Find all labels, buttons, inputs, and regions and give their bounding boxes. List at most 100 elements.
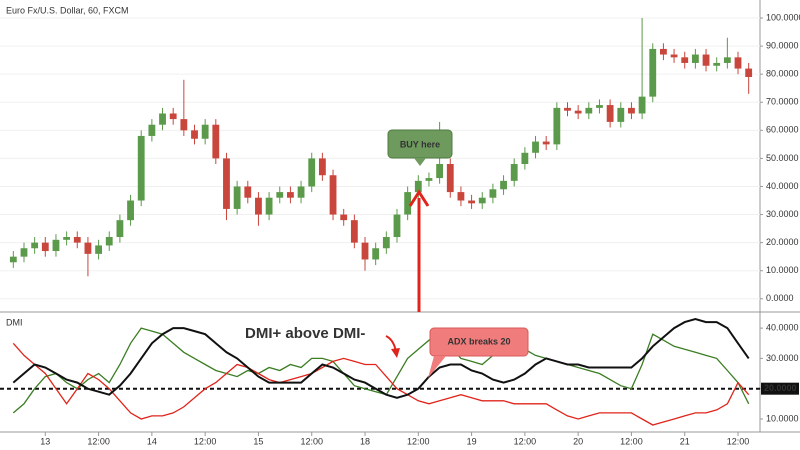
- candle-body: [596, 105, 603, 108]
- y-tick-label: 30.0000: [766, 353, 799, 363]
- candle-body: [350, 220, 358, 243]
- candle-body: [201, 124, 209, 139]
- candle-body: [63, 237, 71, 240]
- y-tick-label: 60.0000: [766, 125, 799, 135]
- y-tick-label: 10.0000: [766, 413, 799, 423]
- x-tick-label: 12:00: [727, 436, 750, 446]
- y-tick-label: 90.0000: [766, 40, 799, 50]
- candle-body: [542, 141, 550, 145]
- pane-title: DMI: [6, 317, 23, 327]
- y-tick-label: 100.0000: [766, 12, 800, 22]
- annotation: DMI+ above DMI-: [245, 325, 365, 342]
- level-label: 20.0000: [764, 383, 797, 393]
- candle-body: [340, 214, 348, 221]
- candle-body: [276, 192, 284, 198]
- candle-body: [457, 192, 465, 201]
- candle-body: [20, 248, 28, 257]
- candle-body: [393, 214, 401, 238]
- x-tick-label: 12:00: [620, 436, 643, 446]
- candle-body: [329, 175, 337, 215]
- candle-body: [41, 242, 49, 252]
- candle-body: [212, 124, 220, 159]
- candle-body: [553, 107, 561, 145]
- candle-body: [52, 239, 60, 252]
- y-tick-label: 0.0000: [766, 293, 794, 303]
- x-tick-label: 21: [680, 436, 690, 446]
- annotation-arrow-head: [391, 348, 400, 358]
- dmi-line: [12, 317, 750, 399]
- candle-body: [382, 237, 390, 249]
- candle-body: [702, 54, 710, 66]
- chart-title: Euro Fx/U.S. Dollar, 60, FXCM: [6, 5, 129, 15]
- candle-body: [244, 186, 252, 198]
- x-tick-label: 12:00: [194, 436, 217, 446]
- candle-body: [31, 242, 39, 249]
- candle-body: [468, 200, 475, 204]
- y-tick-label: 70.0000: [766, 97, 799, 107]
- candle-body: [169, 113, 177, 120]
- candle-body: [223, 158, 230, 209]
- candle-body: [73, 237, 81, 243]
- candle-body: [510, 164, 518, 181]
- candle-body: [425, 178, 433, 181]
- y-tick-label: 80.0000: [766, 69, 799, 79]
- candle-body: [564, 107, 571, 111]
- candle-body: [723, 57, 731, 63]
- x-tick-label: 14: [147, 436, 157, 446]
- annotation: BUY here: [400, 139, 440, 149]
- candle-body: [105, 237, 113, 246]
- annotation: ADX breaks 20: [447, 336, 510, 346]
- dmi-line: [12, 342, 750, 426]
- candle-body: [9, 256, 17, 263]
- y-tick-label: 50.0000: [766, 153, 799, 163]
- x-tick-label: 12:00: [87, 436, 110, 446]
- candle-body: [660, 48, 667, 55]
- candle-body: [691, 54, 699, 63]
- y-tick-label: 20.0000: [766, 237, 799, 247]
- candle-body: [489, 189, 497, 198]
- candle-body: [521, 152, 529, 165]
- x-tick-label: 13: [40, 436, 50, 446]
- candle-body: [372, 248, 380, 260]
- candle-body: [137, 135, 145, 201]
- candle-body: [127, 200, 134, 221]
- candle-body: [287, 192, 294, 198]
- candle-body: [681, 57, 689, 63]
- candle-body: [95, 245, 102, 254]
- candle-body: [532, 141, 539, 153]
- callout-pointer: [428, 356, 446, 378]
- level-tag: [761, 382, 799, 395]
- candle-body: [148, 124, 156, 136]
- candle-body: [574, 110, 582, 114]
- x-tick-label: 15: [253, 436, 263, 446]
- candle-body: [649, 48, 657, 97]
- candle-body: [191, 130, 198, 139]
- candle-body: [84, 242, 92, 254]
- y-tick-label: 10.0000: [766, 265, 799, 275]
- candle-body: [500, 180, 507, 190]
- candle-body: [414, 180, 422, 193]
- x-tick-label: 12:00: [514, 436, 537, 446]
- x-tick-label: 20: [573, 436, 583, 446]
- candle-body: [617, 107, 625, 122]
- candle-body: [297, 186, 305, 198]
- x-tick-label: 12:00: [300, 436, 323, 446]
- y-tick-label: 40.0000: [766, 181, 799, 191]
- x-tick-label: 18: [360, 436, 370, 446]
- candle-body: [638, 96, 646, 114]
- candle-body: [478, 197, 486, 204]
- candle-body: [446, 164, 454, 193]
- x-tick-label: 19: [467, 436, 477, 446]
- x-tick-label: 12:00: [407, 436, 430, 446]
- candle-body: [265, 197, 273, 215]
- callout-box: [429, 327, 529, 357]
- candle-body: [585, 107, 593, 114]
- dmi-line: [12, 327, 750, 414]
- candle-body: [628, 107, 635, 114]
- candle-body: [255, 197, 262, 215]
- candle-body: [745, 68, 753, 77]
- candle-body: [233, 186, 241, 209]
- y-tick-label: 30.0000: [766, 209, 799, 219]
- candle-body: [361, 242, 369, 260]
